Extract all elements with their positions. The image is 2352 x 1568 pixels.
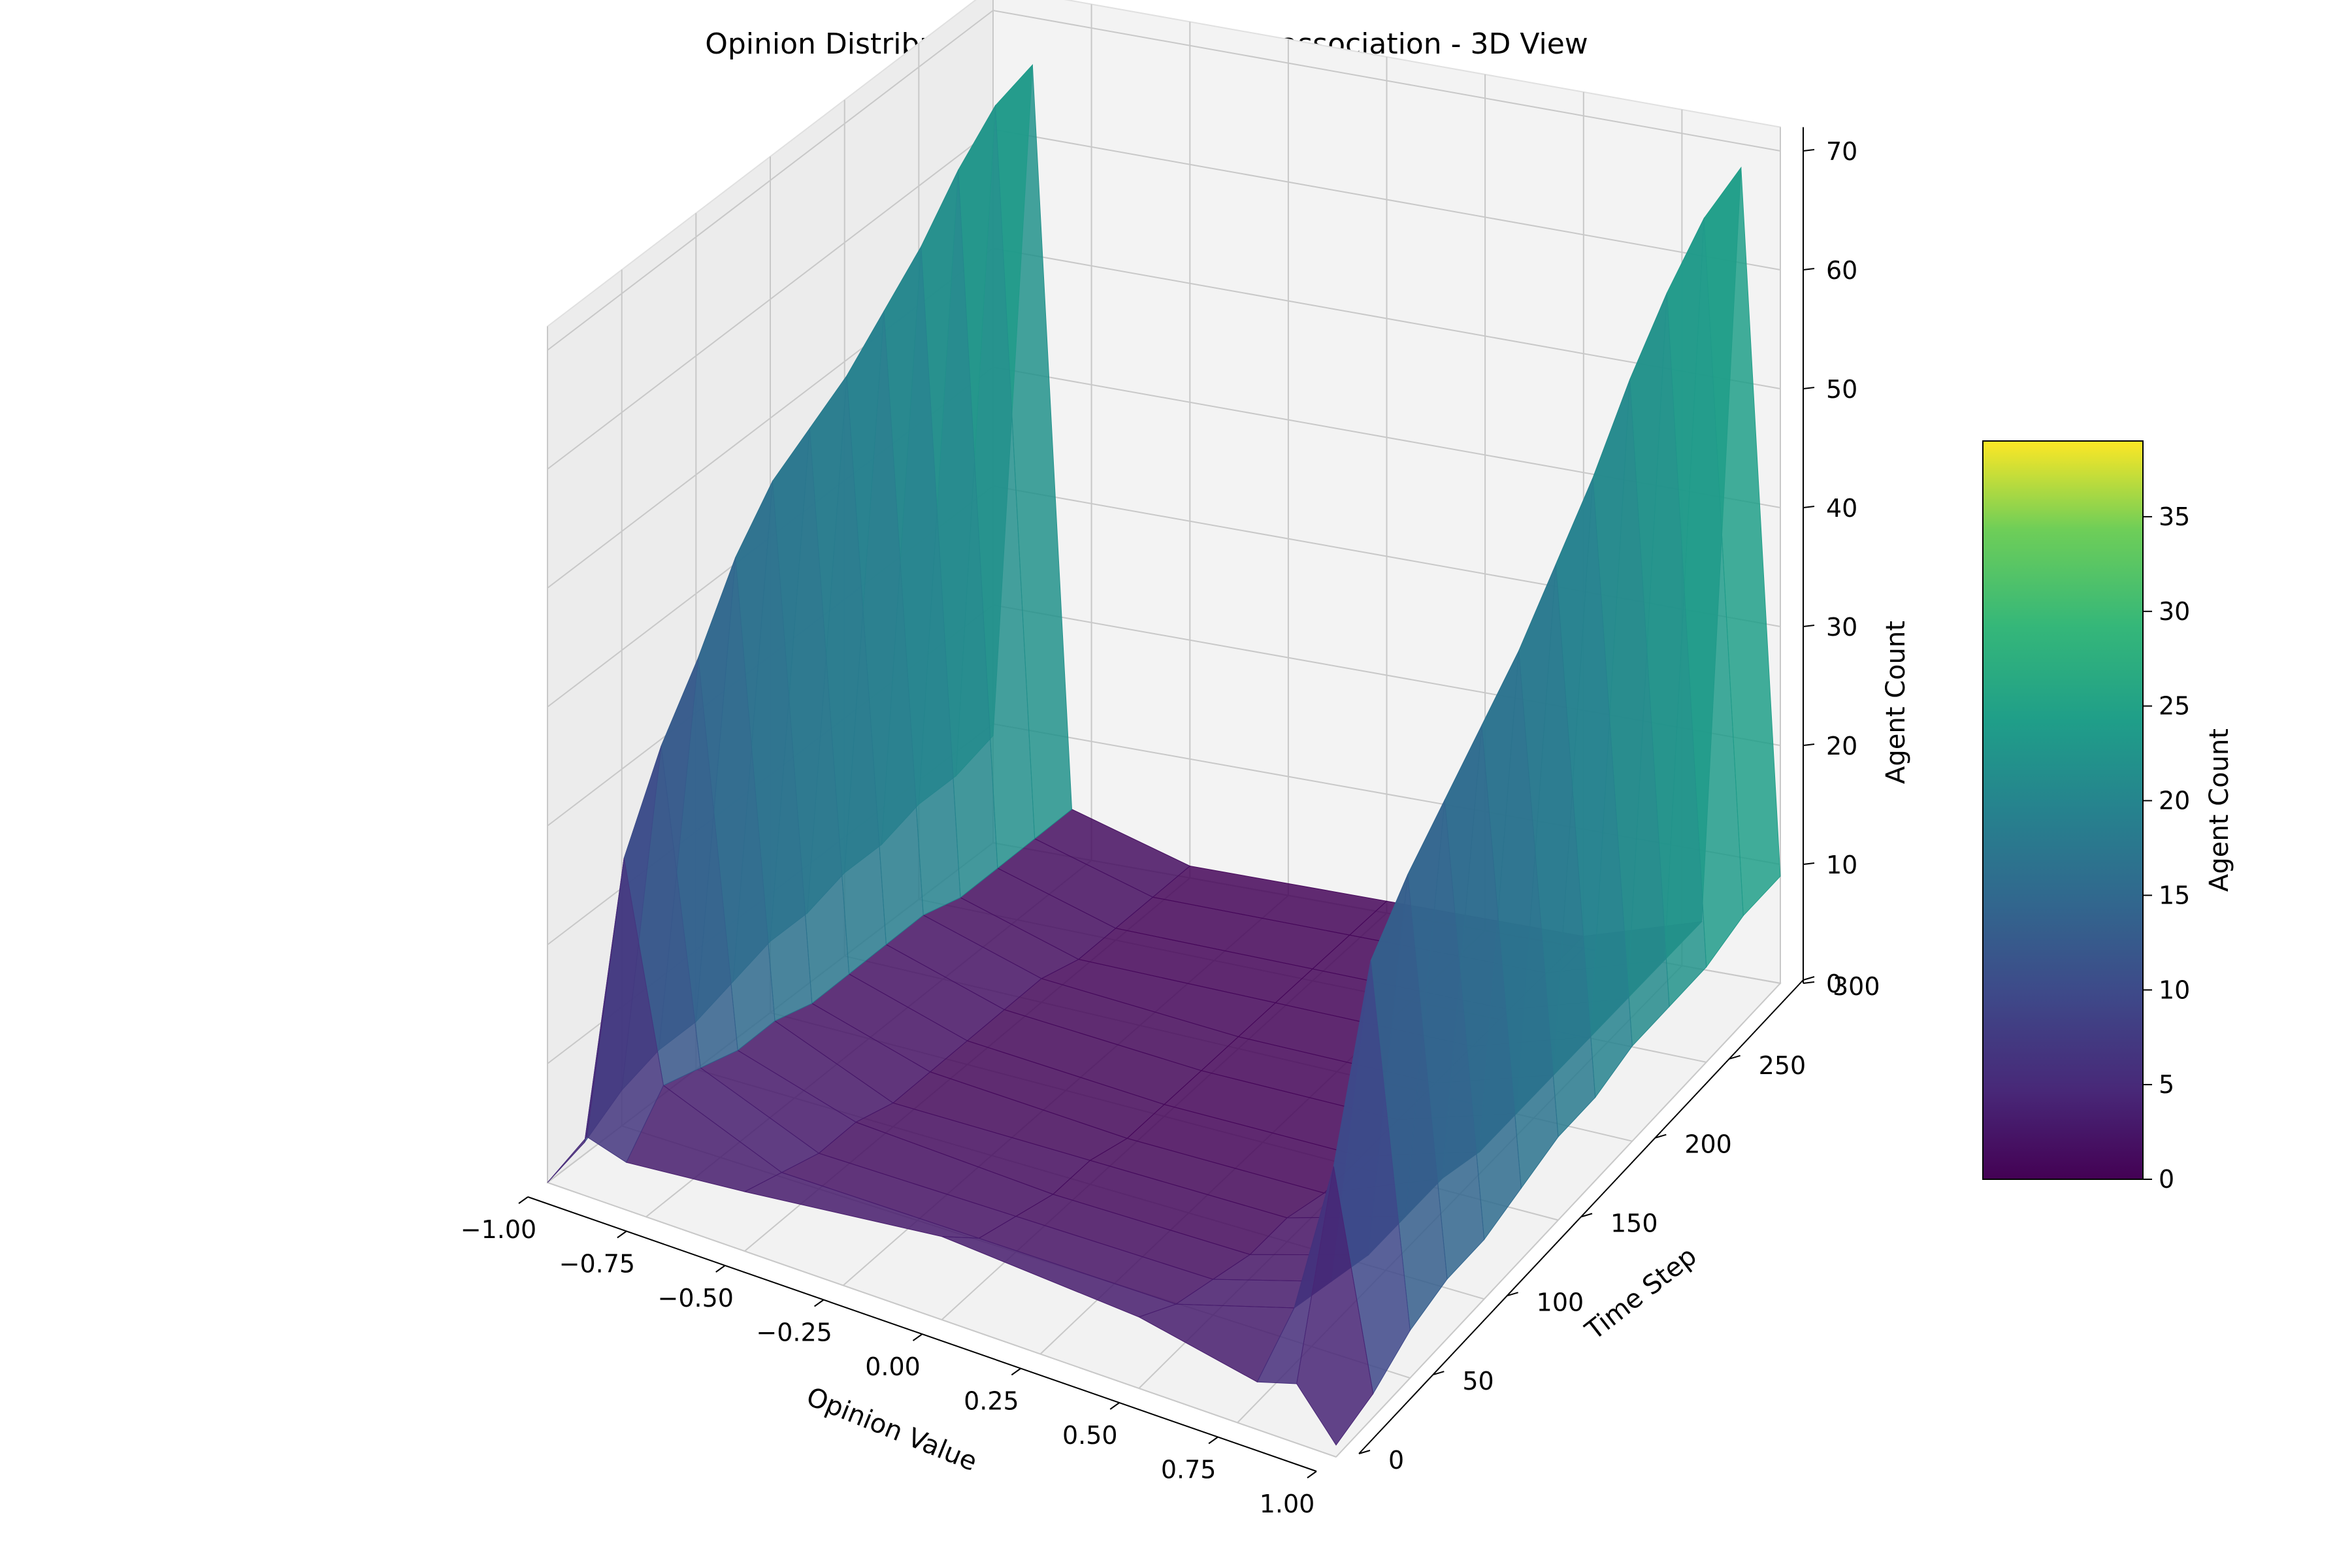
y-tick-label: 250 [1759,1051,1806,1080]
tick-labels: −1.00 −0.75 −0.50 −0.25 0.00 0.25 0.50 0.75 1.00… [461,137,1880,1518]
colorbar-tick-label: 20 [2159,787,2190,815]
z-tick-mark [1803,625,1815,627]
colorbar-tick-label: 10 [2159,975,2190,1004]
colorbar-tick-label: 15 [2159,881,2190,909]
y-tick-mark [1358,1450,1371,1454]
z-tick-mark [1803,268,1815,270]
y-tick-mark [1803,976,1815,981]
x-tick-mark [1208,1436,1218,1445]
x-tick-mark [1307,1471,1317,1478]
z-tick-label: 40 [1826,494,1857,523]
z-axis-label: Agent Count [1881,621,1911,784]
surface-patch [547,858,625,1183]
x-tick-label: 0.50 [1062,1421,1118,1450]
y-tick-label: 100 [1537,1288,1584,1316]
colorbar-label: Agent Count [2204,728,2234,892]
z-tick-label: 30 [1826,613,1857,642]
y-tick-label: 0 [1388,1446,1404,1475]
y-tick-mark [1433,1371,1445,1376]
z-tick-label: 60 [1826,256,1857,285]
x-tick-label: −0.75 [559,1250,635,1279]
x-tick-label: 0.75 [1161,1456,1217,1484]
colorbar-tick-label: 35 [2159,502,2190,531]
colorbar [1982,440,2144,1180]
z-tick-mark [1803,743,1815,746]
x-axis-label: Opinion Value [802,1382,981,1477]
x-tick-label: −0.50 [658,1284,734,1313]
x-tick-label: 0.00 [865,1352,921,1381]
surface-patch [1296,1166,1374,1446]
z-tick-mark [1803,387,1815,389]
x-tick-label: −0.25 [756,1318,832,1347]
z-tick-mark [1803,149,1815,152]
x-tick-label: 0.25 [964,1387,1019,1416]
z-tick-mark [1803,981,1815,984]
y-tick-label: 200 [1684,1130,1732,1159]
grid-line-z [547,9,1781,351]
y-tick-label: 50 [1462,1367,1494,1396]
y-tick-mark [1655,1134,1667,1139]
z-tick-label: 50 [1826,375,1857,404]
y-tick-mark [1580,1213,1593,1218]
z-tick-label: 10 [1826,851,1857,879]
y-tick-label: 300 [1833,972,1880,1001]
colorbar-tick-label: 5 [2159,1070,2174,1099]
y-axis-label: Time Step [1580,1241,1703,1347]
z-tick-label: 70 [1826,137,1857,166]
x-tick-mark [814,1299,825,1307]
z-tick-mark [1803,862,1815,865]
colorbar-tick-label: 0 [2159,1165,2174,1194]
y-tick-mark [1507,1292,1518,1297]
x-tick-label: 1.00 [1260,1490,1315,1518]
x-tick-mark [1011,1367,1021,1376]
colorbar-tick-label: 30 [2159,597,2190,626]
surface-plot [547,64,1781,1446]
x-tick-mark [518,1196,529,1204]
x-tick-mark [1109,1402,1120,1410]
y-tick-mark [1729,1054,1740,1060]
colorbar-ticks: 0 5 10 15 20 25 30 35 [2143,502,2190,1194]
z-tick-label: 0 [1826,970,1842,998]
x-tick-label: −1.00 [461,1215,536,1244]
z-tick-label: 20 [1826,732,1857,760]
x-tick-mark [912,1333,923,1341]
y-tick-label: 150 [1610,1209,1658,1238]
x-tick-mark [715,1265,726,1273]
colorbar-tick-label: 25 [2159,692,2190,721]
x-tick-mark [617,1230,627,1239]
z-tick-mark [1803,506,1815,508]
